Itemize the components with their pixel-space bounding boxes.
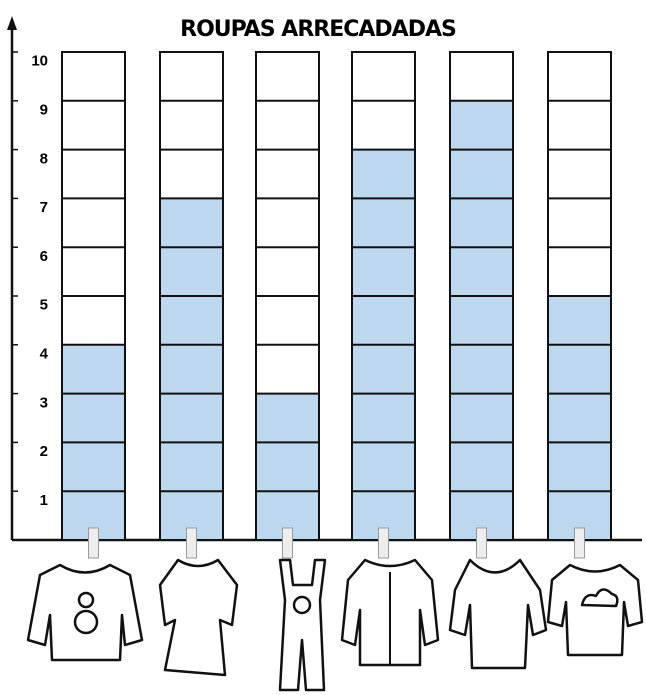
clothespin	[477, 528, 487, 558]
clothespin	[575, 528, 585, 558]
bar	[160, 198, 223, 540]
y-tick-label: 6	[40, 248, 48, 265]
snowman-body	[75, 611, 97, 633]
overalls-icon	[280, 560, 325, 690]
y-tick-label: 8	[40, 150, 48, 167]
y-tick-label: 5	[40, 297, 48, 314]
y-axis-arrow	[7, 16, 17, 30]
y-tick-label: 9	[40, 102, 48, 119]
clothespin	[187, 528, 197, 558]
bar	[450, 101, 513, 540]
clothespin	[283, 528, 293, 558]
y-tick-label: 2	[40, 443, 48, 460]
bar	[256, 394, 319, 540]
chart-title: ROUPAS ARRECADADAS	[180, 17, 456, 42]
y-tick-label: 4	[40, 346, 49, 363]
clothespin	[379, 528, 389, 558]
clothing-icons	[28, 560, 642, 690]
chart: ROUPAS ARRECADADAS 1 2 3 4 5 6 7 8 9 10	[0, 0, 646, 695]
overalls-flower	[294, 597, 310, 613]
dress-icon	[160, 560, 237, 675]
clothespin	[89, 528, 99, 558]
y-tick-label: 7	[40, 199, 48, 216]
y-tick-label: 1	[40, 492, 48, 509]
shirt-icon	[548, 565, 642, 655]
y-tick-label: 3	[40, 394, 48, 411]
bar	[548, 296, 611, 540]
coat-icon	[450, 560, 546, 668]
snowman-head	[79, 593, 93, 607]
y-tick-label: 10	[31, 53, 48, 70]
